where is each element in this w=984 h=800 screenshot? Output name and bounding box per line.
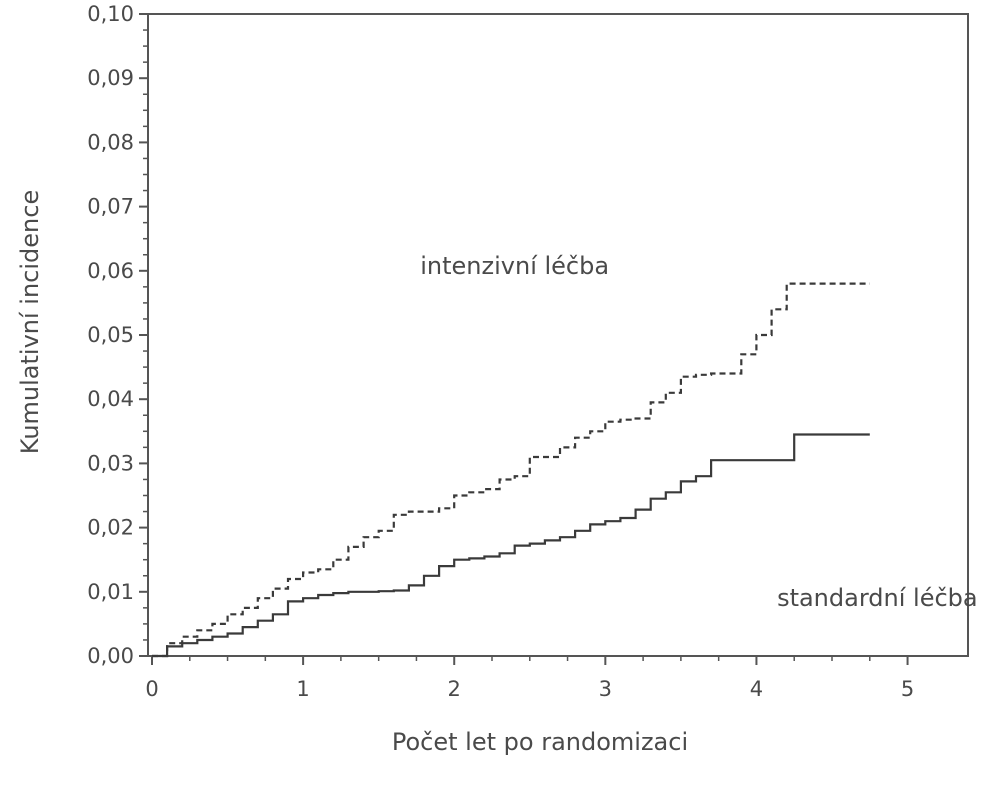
y-tick-label: 0,06	[87, 259, 134, 283]
y-tick-label: 0,01	[87, 580, 134, 604]
standard-series-label: standardní léčba	[777, 584, 978, 612]
intensive-series-label: intenzivní léčba	[420, 252, 609, 280]
x-tick-label: 0	[145, 677, 158, 701]
y-tick-label: 0,09	[87, 66, 134, 90]
y-axis: 0,00 0,01 0,02 0,03 0,04 0,05 0,06 0,07 0,08 0,09…	[87, 2, 148, 668]
annotation-layer: intenzivní léčba standardní léčba	[420, 252, 977, 612]
y-tick-label: 0,05	[87, 323, 134, 347]
plot-frame	[147, 13, 969, 657]
y-tick-label: 0,00	[87, 644, 134, 668]
intensive-series-line	[152, 282, 870, 658]
x-axis-title: Počet let po randomizaci	[392, 728, 688, 756]
y-tick-label: 0,04	[87, 387, 134, 411]
y-tick-label: 0,02	[87, 516, 134, 540]
x-tick-label: 1	[296, 677, 309, 701]
y-tick-label: 0,07	[87, 195, 134, 219]
standard-series-line	[152, 433, 870, 658]
y-axis-title: Kumulativní incidence	[16, 190, 44, 454]
x-axis: 0 1 2 3 4 5	[145, 656, 914, 701]
x-tick-label: 5	[901, 677, 914, 701]
y-tick-label: 0,10	[87, 2, 134, 26]
series-layer	[152, 282, 870, 658]
y-tick-label: 0,03	[87, 451, 134, 475]
x-tick-label: 2	[448, 677, 461, 701]
x-tick-label: 3	[599, 677, 612, 701]
y-tick-label: 0,08	[87, 130, 134, 154]
x-tick-label: 4	[750, 677, 763, 701]
